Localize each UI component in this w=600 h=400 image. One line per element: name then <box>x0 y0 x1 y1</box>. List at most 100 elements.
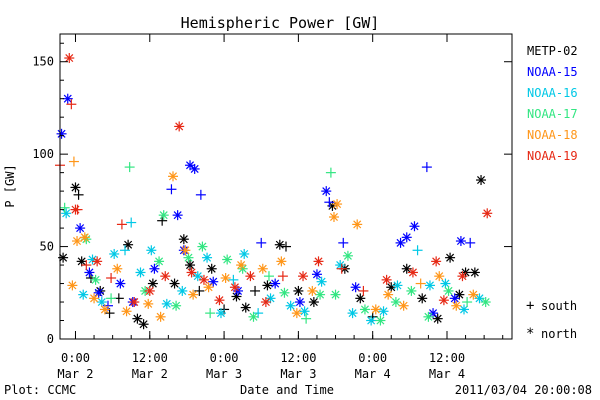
data-point-north <box>342 250 353 261</box>
data-point-south <box>126 217 137 228</box>
data-point-south <box>324 197 335 208</box>
y-tick-label: 50 <box>40 240 54 254</box>
data-point-north <box>222 254 233 265</box>
legend-entry: NOAA-17 <box>527 107 578 121</box>
legend-entry: NOAA-18 <box>527 128 578 142</box>
data-point-north <box>64 53 75 64</box>
data-point-north <box>350 282 361 293</box>
data-point-north <box>451 300 462 311</box>
data-point-north <box>62 93 73 104</box>
data-point-south <box>120 245 131 256</box>
x-tick-date-label: Mar 4 <box>429 367 465 381</box>
data-point-south <box>106 293 117 304</box>
data-point-north <box>307 285 318 296</box>
data-point-north <box>398 300 409 311</box>
data-point-north <box>315 289 326 300</box>
data-point-north <box>215 308 226 319</box>
data-point-north <box>298 271 309 282</box>
data-point-south <box>336 263 347 274</box>
data-point-north <box>158 210 169 221</box>
data-point-south <box>81 260 92 271</box>
data-point-north <box>440 278 451 289</box>
data-point-north <box>90 274 101 285</box>
data-point-south <box>462 297 473 308</box>
data-point-north <box>392 280 403 291</box>
y-axis-label: P [GW] <box>3 164 17 207</box>
x-tick-time-label: 0:00 <box>358 351 387 365</box>
data-point-north <box>67 280 78 291</box>
y-tick-label: 100 <box>32 147 54 161</box>
data-point-north <box>185 260 196 271</box>
data-point-north <box>276 256 287 267</box>
data-point-south <box>277 271 288 282</box>
data-point-south <box>465 237 476 248</box>
data-point-north <box>457 271 468 282</box>
y-tick-label: 0 <box>47 332 54 346</box>
data-point-north <box>248 311 259 322</box>
data-point-south <box>415 278 426 289</box>
data-point-north <box>161 298 172 309</box>
data-point-north <box>229 282 240 293</box>
data-point-north <box>455 236 466 247</box>
data-point-north <box>480 297 491 308</box>
x-tick-time-label: 0:00 <box>61 351 90 365</box>
data-point-north <box>347 308 358 319</box>
axis-ticks: 0 50 100 150 0:00 Mar 2 12:00 Mar 2 0:00 Mar 3 12:… <box>32 34 512 381</box>
data-point-north <box>438 295 449 306</box>
data-point-north <box>198 274 209 285</box>
data-point-north <box>188 289 199 300</box>
data-point-south <box>116 219 127 230</box>
data-point-north <box>370 304 381 315</box>
data-point-north <box>112 263 123 274</box>
data-point-north <box>299 306 310 317</box>
x-tick-date-label: Mar 3 <box>206 367 242 381</box>
data-point-north <box>274 239 285 250</box>
data-point-north <box>431 256 442 267</box>
data-point-north <box>468 289 479 300</box>
data-point-south <box>421 162 432 173</box>
data-point-north <box>245 271 256 282</box>
data-point-north <box>121 306 132 317</box>
data-point-north <box>308 297 319 308</box>
data-point-south <box>73 189 84 200</box>
legend-entry: NOAA-15 <box>527 65 578 79</box>
data-point-north <box>129 297 140 308</box>
data-point-north <box>61 208 72 219</box>
x-tick-date-label: Mar 2 <box>132 367 168 381</box>
data-point-north <box>330 289 341 300</box>
data-point-north <box>381 274 392 285</box>
x-tick-time-label: 12:00 <box>280 351 316 365</box>
x-tick-date-label: Mar 4 <box>355 367 391 381</box>
legend-entry: NOAA-19 <box>527 149 578 163</box>
data-point-south <box>124 162 135 173</box>
plot-credit: Plot: CCMC <box>4 383 76 397</box>
data-point-north <box>401 232 412 243</box>
data-point-north <box>178 234 189 245</box>
data-point-north <box>237 263 248 274</box>
data-point-north <box>78 289 89 300</box>
data-point-north <box>89 293 100 304</box>
data-point-north <box>279 287 290 298</box>
data-point-north <box>285 300 296 311</box>
data-point-north <box>84 267 95 278</box>
data-point-north <box>171 300 182 311</box>
data-point-north <box>168 171 178 182</box>
data-point-north <box>409 221 420 232</box>
data-point-north <box>138 319 149 330</box>
data-point-north <box>147 278 158 289</box>
plot-frame <box>59 33 513 340</box>
data-point-south <box>205 308 216 319</box>
data-point-south <box>59 202 70 213</box>
data-point-north <box>423 311 434 322</box>
x-tick-time-label: 12:00 <box>132 351 168 365</box>
data-point-north <box>154 256 165 267</box>
data-point-north <box>109 248 120 259</box>
x-tick-time-label: 12:00 <box>429 351 465 365</box>
data-point-north <box>135 267 146 278</box>
chart-title: Hemispheric Power [GW] <box>181 14 380 32</box>
data-point-north <box>469 267 480 278</box>
data-point-north <box>177 285 188 296</box>
data-point-north <box>172 210 183 221</box>
x-axis-label: Date and Time <box>240 383 334 397</box>
data-point-south <box>358 285 369 296</box>
